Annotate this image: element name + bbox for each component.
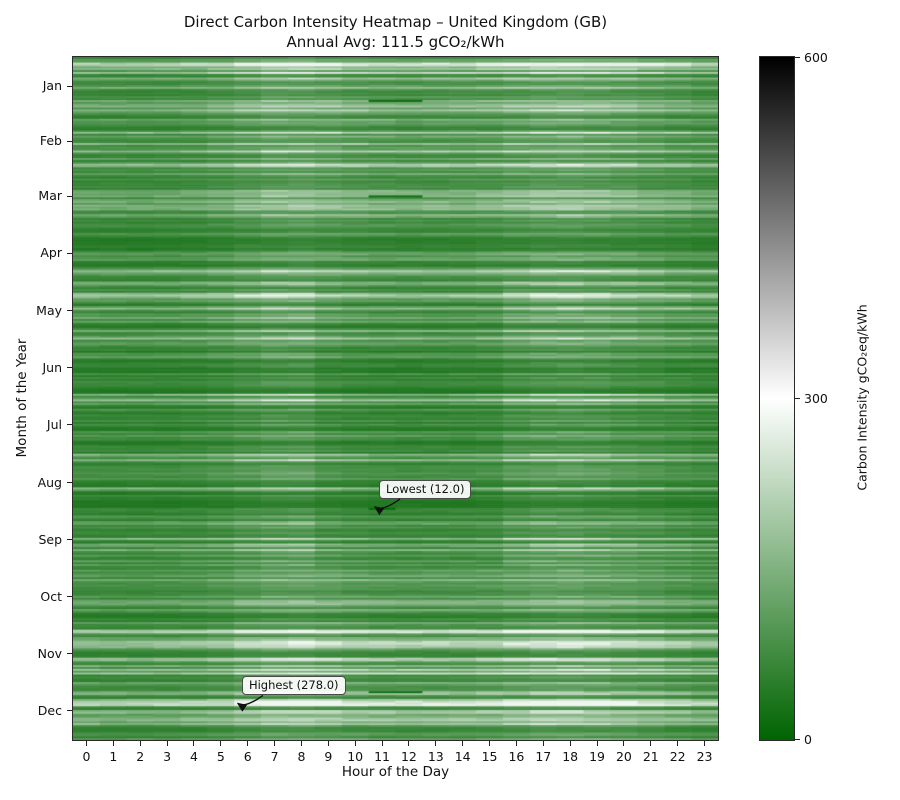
x-tick-mark — [300, 741, 302, 746]
x-tick-label-6: 6 — [243, 749, 252, 764]
x-tick-mark — [247, 741, 249, 746]
y-tick-mark — [67, 539, 72, 541]
x-tick-label-1: 1 — [109, 749, 118, 764]
x-tick-mark — [435, 741, 437, 746]
annotation-highest: Highest (278.0) — [241, 676, 346, 696]
x-tick-label-0: 0 — [82, 749, 91, 764]
x-tick-label-14: 14 — [454, 749, 471, 764]
x-tick-mark — [408, 741, 410, 746]
y-tick-mark — [67, 482, 72, 484]
colorbar-tick-label-300: 300 — [804, 391, 828, 406]
colorbar-label: Carbon Intensity gCO₂eq/kWh — [854, 304, 870, 491]
y-tick-label-feb: Feb — [39, 133, 62, 149]
y-tick-mark — [67, 85, 72, 87]
x-tick-label-8: 8 — [297, 749, 306, 764]
x-tick-mark — [542, 741, 544, 746]
y-tick-label-jun: Jun — [42, 359, 62, 375]
x-tick-mark — [462, 741, 464, 746]
x-tick-label-3: 3 — [163, 749, 172, 764]
x-tick-mark — [85, 741, 87, 746]
x-tick-label-17: 17 — [535, 749, 552, 764]
x-tick-label-11: 11 — [374, 749, 391, 764]
x-tick-mark — [112, 741, 114, 746]
x-tick-label-4: 4 — [189, 749, 198, 764]
x-tick-label-12: 12 — [400, 749, 417, 764]
chart-title-block: Direct Carbon Intensity Heatmap – United… — [73, 12, 718, 53]
x-tick-mark — [569, 741, 571, 746]
x-tick-label-7: 7 — [270, 749, 279, 764]
colorbar-tick-label-600: 600 — [804, 50, 828, 65]
x-tick-label-15: 15 — [481, 749, 498, 764]
y-tick-mark — [67, 252, 72, 254]
y-tick-mark — [67, 653, 72, 655]
y-tick-label-sep: Sep — [38, 531, 62, 547]
chart-subtitle: Annual Avg: 111.5 gCO₂/kWh — [286, 33, 505, 52]
x-tick-label-21: 21 — [642, 749, 659, 764]
x-tick-mark — [623, 741, 625, 746]
x-tick-mark — [139, 741, 141, 746]
y-tick-label-jul: Jul — [46, 416, 62, 432]
y-tick-mark — [67, 710, 72, 712]
colorbar-tick-label-0: 0 — [804, 732, 812, 747]
x-axis-label: Hour of the Day — [341, 764, 450, 780]
y-tick-label-dec: Dec — [37, 702, 62, 718]
x-tick-mark — [274, 741, 276, 746]
x-tick-label-22: 22 — [669, 749, 686, 764]
x-tick-mark — [489, 741, 491, 746]
x-tick-label-23: 23 — [696, 749, 713, 764]
x-tick-label-16: 16 — [508, 749, 525, 764]
colorbar-tick-mark-0 — [795, 739, 800, 740]
x-tick-mark — [677, 741, 679, 746]
y-tick-label-may: May — [36, 302, 62, 318]
y-tick-label-nov: Nov — [37, 645, 62, 661]
x-tick-mark — [704, 741, 706, 746]
x-tick-mark — [354, 741, 356, 746]
y-tick-mark — [67, 140, 72, 142]
x-tick-mark — [327, 741, 329, 746]
heatmap-plot — [72, 56, 719, 741]
colorbar-tick-mark-300 — [795, 398, 800, 399]
x-tick-label-10: 10 — [347, 749, 364, 764]
x-tick-label-19: 19 — [589, 749, 606, 764]
colorbar-tick-mark-600 — [795, 57, 800, 58]
x-tick-label-9: 9 — [324, 749, 333, 764]
x-tick-mark — [650, 741, 652, 746]
y-tick-label-oct: Oct — [40, 588, 62, 604]
heatmap-canvas — [73, 57, 718, 740]
y-tick-mark — [67, 310, 72, 312]
x-tick-label-2: 2 — [136, 749, 145, 764]
y-tick-mark — [67, 424, 72, 426]
chart-title: Direct Carbon Intensity Heatmap – United… — [183, 13, 608, 31]
y-tick-label-mar: Mar — [38, 188, 62, 204]
x-tick-mark — [515, 741, 517, 746]
x-tick-label-18: 18 — [562, 749, 579, 764]
x-tick-mark — [381, 741, 383, 746]
y-tick-mark — [67, 195, 72, 197]
x-tick-mark — [166, 741, 168, 746]
y-tick-label-jan: Jan — [42, 78, 62, 93]
y-tick-label-aug: Aug — [37, 474, 62, 490]
x-tick-label-5: 5 — [216, 749, 225, 764]
colorbar — [759, 56, 795, 741]
y-tick-mark — [67, 596, 72, 598]
y-tick-mark — [67, 367, 72, 369]
x-tick-mark — [193, 741, 195, 746]
y-tick-label-apr: Apr — [40, 245, 62, 261]
x-tick-mark — [220, 741, 222, 746]
x-tick-mark — [596, 741, 598, 746]
annotation-lowest: Lowest (12.0) — [379, 479, 472, 499]
x-tick-label-13: 13 — [427, 749, 444, 764]
y-axis-label: Month of the Year — [14, 338, 30, 458]
x-tick-label-20: 20 — [615, 749, 632, 764]
colorbar-gradient — [760, 57, 794, 740]
